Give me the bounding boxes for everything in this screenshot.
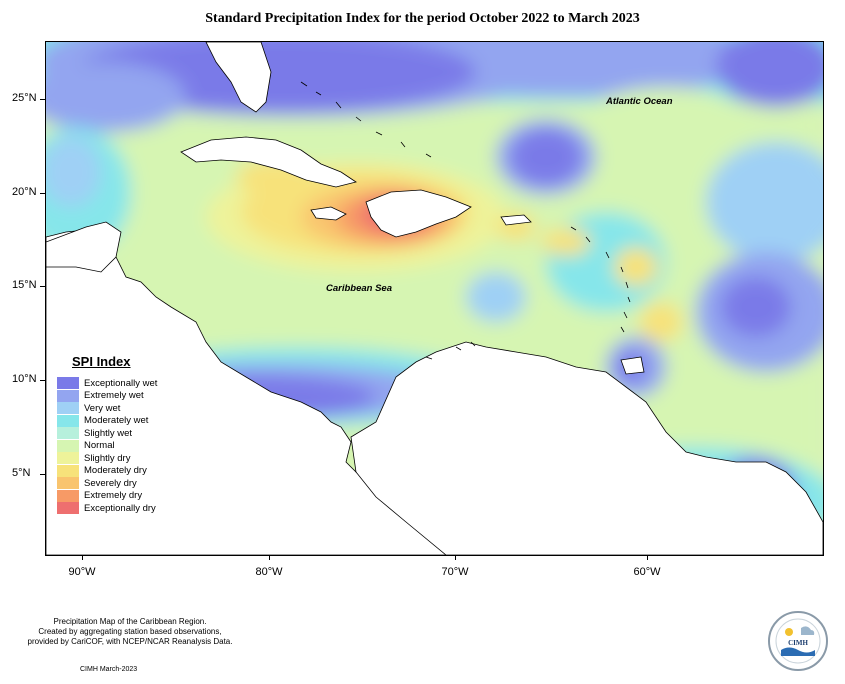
map-title: Standard Precipitation Index for the per… <box>205 11 640 26</box>
lesser-antilles <box>300 81 631 360</box>
legend-item: Very wet <box>57 402 120 414</box>
legend-swatch <box>57 377 79 389</box>
legend-label: Extremely dry <box>84 490 143 501</box>
legend-label: Very wet <box>84 402 121 414</box>
lon-label-70w: 70°W <box>441 566 469 578</box>
legend-item: Moderately wet <box>57 414 149 427</box>
legend-swatch <box>57 402 79 414</box>
legend-item: Exceptionally wet <box>57 377 157 389</box>
lat-tick <box>40 380 45 381</box>
lon-label-60w: 60°W <box>633 566 661 578</box>
legend-label: Slightly wet <box>84 427 133 439</box>
lat-tick <box>40 193 45 194</box>
lon-tick <box>82 555 83 560</box>
legend-swatch <box>57 452 79 464</box>
logo-text: CIMH <box>788 639 808 647</box>
legend-label: Exceptionally dry <box>84 502 156 514</box>
legend-item: Extremely dry <box>57 489 143 502</box>
legend-label: Slightly dry <box>84 452 131 464</box>
legend-item: Normal <box>57 439 115 452</box>
lat-label-25n: 25°N <box>12 92 37 104</box>
legend-swatch <box>57 439 79 452</box>
lat-label-10n: 10°N <box>12 373 37 385</box>
legend-item: Moderately dry <box>57 464 147 477</box>
lon-tick <box>647 555 648 560</box>
lon-tick <box>269 555 270 560</box>
lon-label-80w: 80°W <box>255 566 283 578</box>
footer-line-2: Created by aggregating station based obs… <box>38 627 222 636</box>
legend-item: Extremely wet <box>57 389 144 402</box>
lon-label-90w: 90°W <box>68 566 96 578</box>
lat-label-15n: 15°N <box>12 279 37 291</box>
legend-item: Slightly dry <box>57 452 130 464</box>
lat-label-20n: 20°N <box>12 186 37 198</box>
legend-label: Severely dry <box>84 477 137 489</box>
legend-item: Severely dry <box>57 477 137 489</box>
legend-swatch <box>57 427 79 439</box>
legend-label: Moderately dry <box>84 465 147 476</box>
legend-swatch <box>57 477 79 489</box>
atlantic-ocean-label: Atlantic Ocean <box>605 96 673 107</box>
legend-swatch <box>57 389 79 402</box>
footer-line-1: Precipitation Map of the Caribbean Regio… <box>53 617 207 626</box>
legend-title: SPI Index <box>72 354 131 369</box>
legend-swatch <box>57 414 79 427</box>
spi-map: Atlantic Ocean Caribbean Sea <box>45 41 824 556</box>
land-masses <box>46 42 823 555</box>
legend-label: Normal <box>84 440 115 451</box>
footer-credit: CIMH March-2023 <box>80 666 138 673</box>
lat-tick <box>40 286 45 287</box>
spi-map-svg: Atlantic Ocean Caribbean Sea <box>46 42 823 555</box>
legend-swatch <box>57 464 79 477</box>
legend-item: Exceptionally dry <box>57 502 156 514</box>
caribbean-sea-label: Caribbean Sea <box>326 283 392 294</box>
legend-swatch <box>57 502 79 514</box>
lat-tick <box>40 474 45 475</box>
legend-swatch <box>57 489 79 502</box>
legend-label: Extremely wet <box>84 390 144 401</box>
footer-line-3: provided by CariCOF, with NCEP/NCAR Rean… <box>27 637 233 646</box>
legend-item: Slightly wet <box>57 427 132 439</box>
footer-notes: Precipitation Map of the Caribbean Regio… <box>10 617 250 647</box>
legend-label: Exceptionally wet <box>84 377 158 389</box>
lon-tick <box>455 555 456 560</box>
lat-tick <box>40 99 45 100</box>
cimh-logo: CIMH <box>768 611 828 671</box>
legend-label: Moderately wet <box>84 415 149 426</box>
lat-label-5n: 5°N <box>12 467 31 479</box>
